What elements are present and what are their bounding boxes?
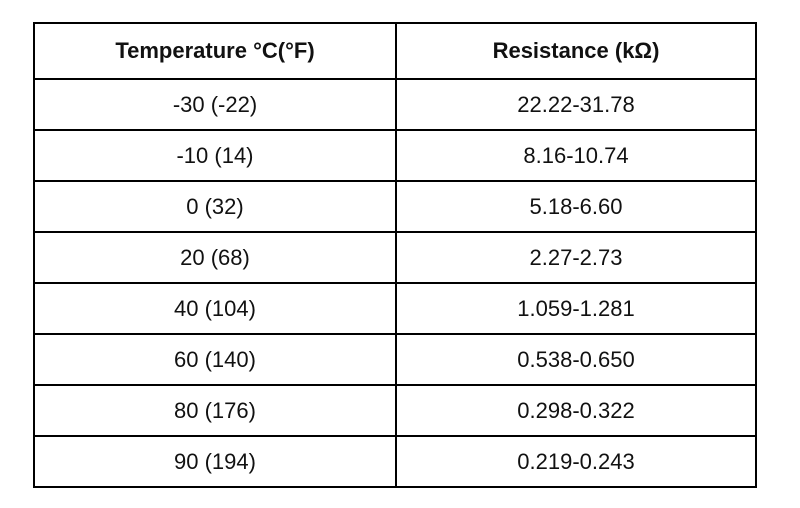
table-cell: 1.059-1.281 <box>395 282 757 335</box>
table-row: 40 (104) 1.059-1.281 <box>33 282 757 335</box>
table-cell: 2.27-2.73 <box>395 231 757 284</box>
header-cell: Resistance (kΩ) <box>395 22 757 80</box>
table-row: -30 (-22) 22.22-31.78 <box>33 78 757 131</box>
resistance-table: Temperature °C(°F) Resistance (kΩ) -30 (… <box>33 22 757 488</box>
header-row: Temperature °C(°F) Resistance (kΩ) <box>33 22 757 80</box>
table-row: 20 (68) 2.27-2.73 <box>33 231 757 284</box>
table-cell: 0.219-0.243 <box>395 435 757 488</box>
table-body: -30 (-22) 22.22-31.78 -10 (14) 8.16-10.74 0 … <box>33 78 757 488</box>
table-cell: 0 (32) <box>33 180 397 233</box>
table-cell: -10 (14) <box>33 129 397 182</box>
table-cell: 80 (176) <box>33 384 397 437</box>
table-cell: 8.16-10.74 <box>395 129 757 182</box>
table-cell: 0.538-0.650 <box>395 333 757 386</box>
table-row: 90 (194) 0.219-0.243 <box>33 435 757 488</box>
table-row: 60 (140) 0.538-0.650 <box>33 333 757 386</box>
table-cell: 0.298-0.322 <box>395 384 757 437</box>
table-cell: 90 (194) <box>33 435 397 488</box>
table-cell: 60 (140) <box>33 333 397 386</box>
table-row: 0 (32) 5.18-6.60 <box>33 180 757 233</box>
table-cell: 22.22-31.78 <box>395 78 757 131</box>
header-cell: Temperature °C(°F) <box>33 22 397 80</box>
table-head: Temperature °C(°F) Resistance (kΩ) <box>33 22 757 80</box>
table-row: 80 (176) 0.298-0.322 <box>33 384 757 437</box>
table-cell: 5.18-6.60 <box>395 180 757 233</box>
table-cell: -30 (-22) <box>33 78 397 131</box>
table-cell: 40 (104) <box>33 282 397 335</box>
table-cell: 20 (68) <box>33 231 397 284</box>
table-row: -10 (14) 8.16-10.74 <box>33 129 757 182</box>
